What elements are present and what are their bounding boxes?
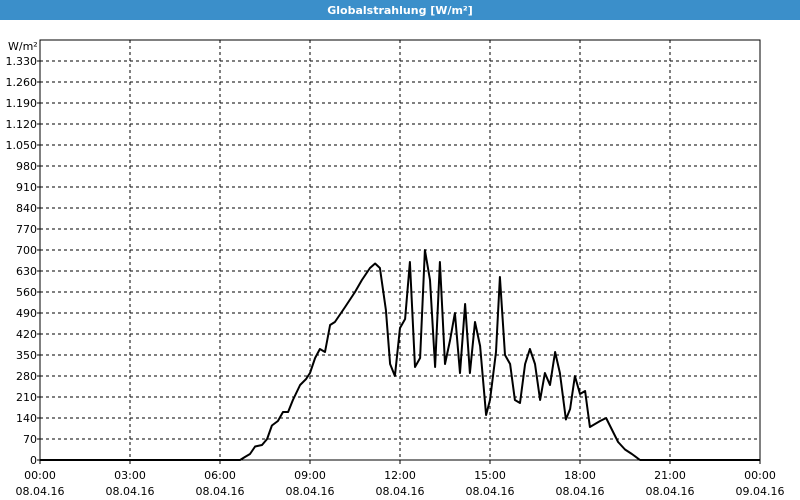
- chart-title: Globalstrahlung [W/m²]: [327, 4, 473, 17]
- y-tick-label: 560: [16, 286, 37, 299]
- x-tick-label: 03:00 08.04.16: [106, 469, 155, 498]
- y-tick-label: 1.260: [6, 76, 38, 89]
- y-tick-label: 840: [16, 202, 37, 215]
- data-line: [40, 249, 760, 461]
- x-tick-label: 00:00 09.04.16: [736, 469, 785, 498]
- y-tick-label: 1.120: [6, 118, 38, 131]
- x-tick-label: 06:00 08.04.16: [196, 469, 245, 498]
- y-tick-label: 1.190: [6, 97, 38, 110]
- x-tick-label: 12:00 08.04.16: [376, 469, 425, 498]
- y-tick-label: 700: [16, 244, 37, 257]
- y-tick-label: 0: [30, 454, 37, 467]
- x-tick-label: 18:00 08.04.16: [556, 469, 605, 498]
- y-tick-label: 140: [16, 412, 37, 425]
- y-tick-label: 630: [16, 265, 37, 278]
- x-tick-label: 15:00 08.04.16: [466, 469, 515, 498]
- y-tick-label: 490: [16, 307, 37, 320]
- y-tick-label: 210: [16, 391, 37, 404]
- x-tick-label: 09:00 08.04.16: [286, 469, 335, 498]
- x-tick-label: 00:00 08.04.16: [16, 469, 65, 498]
- y-tick-label: 420: [16, 328, 37, 341]
- plot-frame: [39, 39, 761, 461]
- title-bar: [0, 0, 800, 20]
- y-tick-label: 280: [16, 370, 37, 383]
- y-tick-label: 910: [16, 181, 37, 194]
- y-tick-label: 1.050: [6, 139, 38, 152]
- y-tick-label: 70: [23, 433, 37, 446]
- y-tick-label: 350: [16, 349, 37, 362]
- y-tick-label: 1.330: [6, 55, 38, 68]
- y-tick-label: 770: [16, 223, 37, 236]
- y-tick-label: 980: [16, 160, 37, 173]
- y-unit: W/m²: [8, 40, 38, 53]
- x-tick-label: 21:00 08.04.16: [646, 469, 695, 498]
